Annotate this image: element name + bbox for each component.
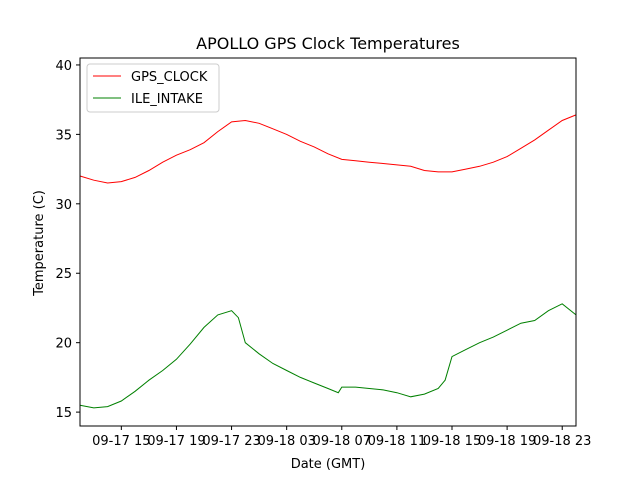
x-axis-title: Date (GMT)	[291, 457, 366, 472]
x-tick-label: 09-17 15	[92, 434, 150, 449]
x-tick-label: 09-18 11	[368, 434, 426, 449]
series-line-gps-clock	[79, 114, 577, 184]
x-tick-label: 09-18 07	[313, 434, 371, 449]
legend-label-gps-clock: GPS_CLOCK	[131, 70, 208, 85]
legend-label-ile-intake: ILE_INTAKE	[131, 92, 203, 107]
x-tick-label: 09-18 19	[478, 434, 536, 449]
axes-frame	[79, 57, 577, 427]
x-tick-label: 09-17 19	[147, 434, 205, 449]
y-tick-label: 20	[55, 337, 72, 352]
series-line-ile-intake	[79, 303, 577, 409]
legend: GPS_CLOCK ILE_INTAKE	[86, 63, 220, 113]
y-axis-title: Temperature (C)	[32, 190, 47, 297]
x-tick-label: 09-18 23	[533, 434, 591, 449]
x-tick-label: 09-18 15	[423, 434, 481, 449]
x-tick-label: 09-17 23	[202, 434, 260, 449]
chart-title: APOLLO GPS Clock Temperatures	[196, 34, 460, 53]
y-tick-label: 40	[55, 59, 72, 74]
y-tick-label: 15	[55, 406, 72, 421]
y-tick-label: 25	[55, 267, 72, 282]
y-tick-label: 30	[55, 198, 72, 213]
y-tick-label: 35	[55, 128, 72, 143]
x-tick-label: 09-18 03	[257, 434, 315, 449]
